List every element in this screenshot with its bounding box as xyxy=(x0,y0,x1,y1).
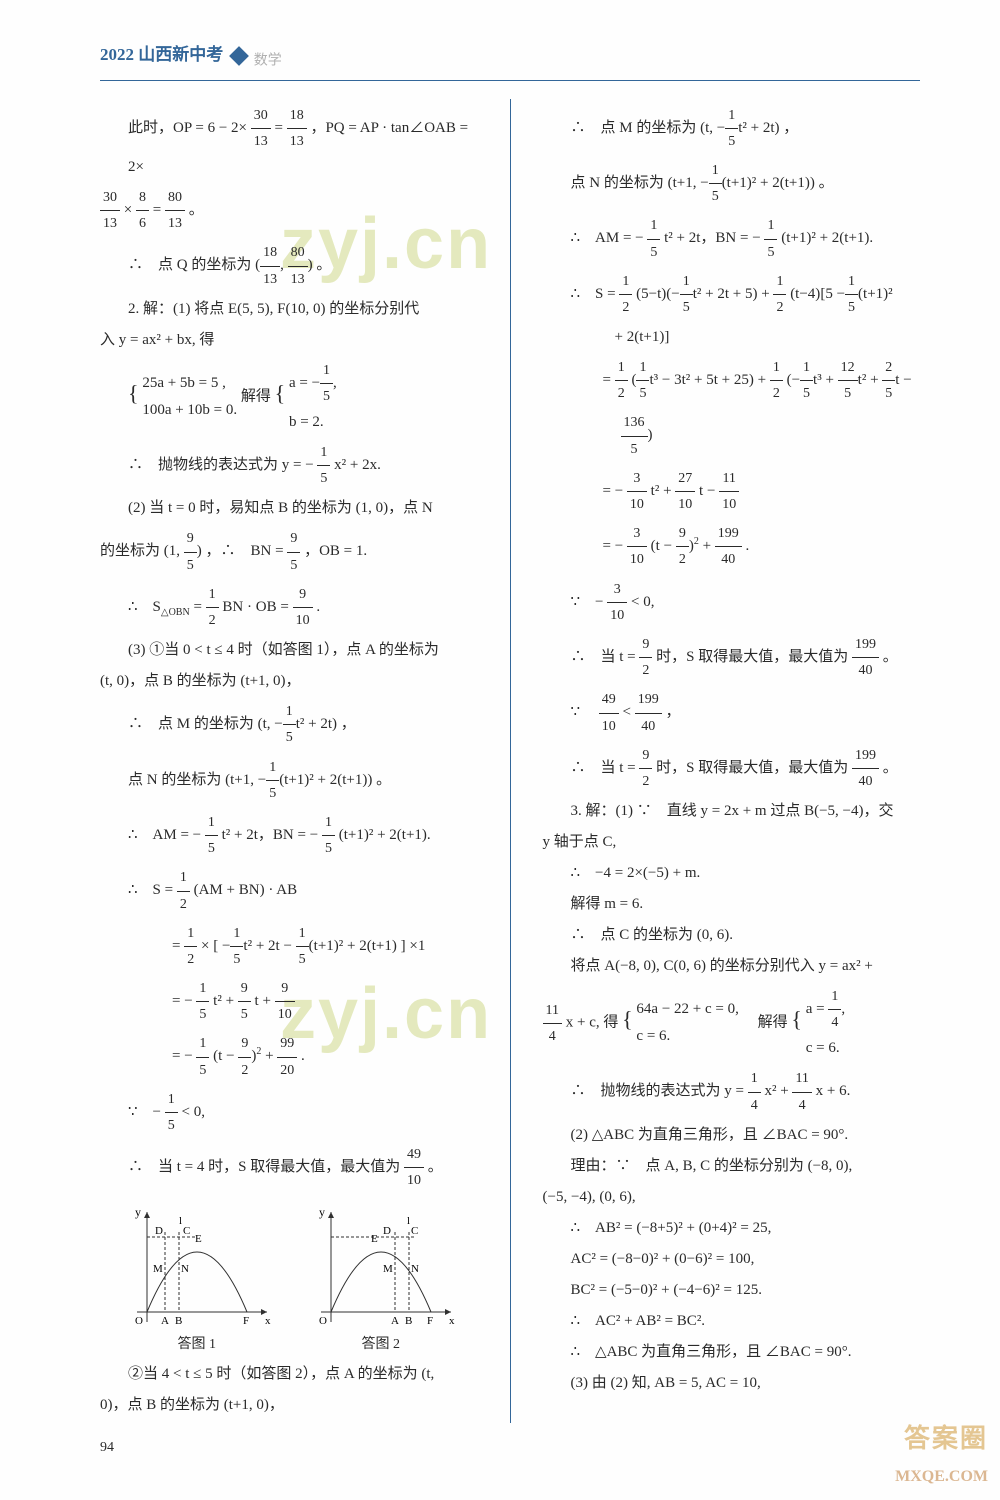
page-number: 94 xyxy=(100,1435,920,1460)
left-column: 此时，OP = 6 − 2× 3013 = 1813 ，PQ = AP · ta… xyxy=(100,99,478,1423)
footer-watermark: 答案圈 MXQE.COM xyxy=(895,1416,988,1492)
svg-text:y: y xyxy=(135,1205,141,1219)
page-header: 2022 山西新中考 数学 xyxy=(100,40,920,81)
svg-text:E: E xyxy=(195,1233,202,1245)
right-column: ∴ 点 M 的坐标为 (t, −15t² + 2t) ， 点 N 的坐标为 (t… xyxy=(543,99,921,1423)
svg-text:N: N xyxy=(181,1263,189,1275)
svg-text:x: x xyxy=(449,1315,455,1327)
answer-figure-1: y D C E M N O A B F x l 答图 1 xyxy=(117,1202,277,1357)
column-divider xyxy=(510,99,511,1423)
answer-figure-2: y D C E M N O A B F x l 答图 2 xyxy=(301,1202,461,1357)
svg-text:C: C xyxy=(183,1225,190,1237)
svg-text:D: D xyxy=(383,1225,391,1237)
svg-text:M: M xyxy=(383,1263,393,1275)
svg-text:B: B xyxy=(405,1315,412,1327)
svg-text:A: A xyxy=(161,1315,169,1327)
svg-text:y: y xyxy=(319,1205,325,1219)
svg-text:l: l xyxy=(179,1215,182,1227)
svg-text:O: O xyxy=(319,1315,327,1327)
svg-text:x: x xyxy=(265,1315,271,1327)
svg-text:F: F xyxy=(427,1315,433,1327)
svg-text:N: N xyxy=(411,1263,419,1275)
svg-text:E: E xyxy=(371,1233,378,1245)
svg-text:O: O xyxy=(135,1315,143,1327)
svg-text:C: C xyxy=(411,1225,418,1237)
svg-text:l: l xyxy=(407,1215,410,1227)
svg-text:D: D xyxy=(155,1225,163,1237)
svg-text:A: A xyxy=(391,1315,399,1327)
svg-text:B: B xyxy=(175,1315,182,1327)
svg-text:F: F xyxy=(243,1315,249,1327)
svg-text:M: M xyxy=(153,1263,163,1275)
